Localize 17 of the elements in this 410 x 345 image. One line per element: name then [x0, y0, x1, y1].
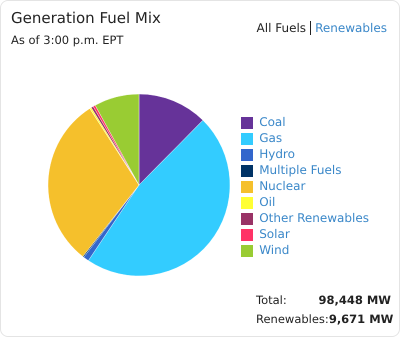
chart-subtitle: As of 3:00 p.m. EPT: [11, 33, 124, 47]
text: 98,448 MW: [318, 292, 391, 309]
chart-title: Generation Fuel Mix: [11, 9, 161, 27]
legend-label: Multiple Fuels: [259, 163, 342, 177]
legend-label: Solar: [259, 227, 290, 241]
legend-label: Oil: [259, 195, 276, 209]
legend-label: Nuclear: [259, 179, 306, 193]
legend-label: Gas: [259, 131, 282, 145]
legend-label: Coal: [259, 115, 286, 129]
text: 9,671 MW: [328, 311, 394, 328]
text: All Fuels: [256, 21, 312, 35]
legend-label: Wind: [259, 243, 290, 257]
text: Renewables:: [256, 311, 329, 328]
text: Renewables: [314, 21, 387, 35]
text: Total:: [256, 292, 287, 309]
legend-label: Hydro: [259, 147, 295, 161]
legend-label: Other Renewables: [259, 211, 369, 225]
